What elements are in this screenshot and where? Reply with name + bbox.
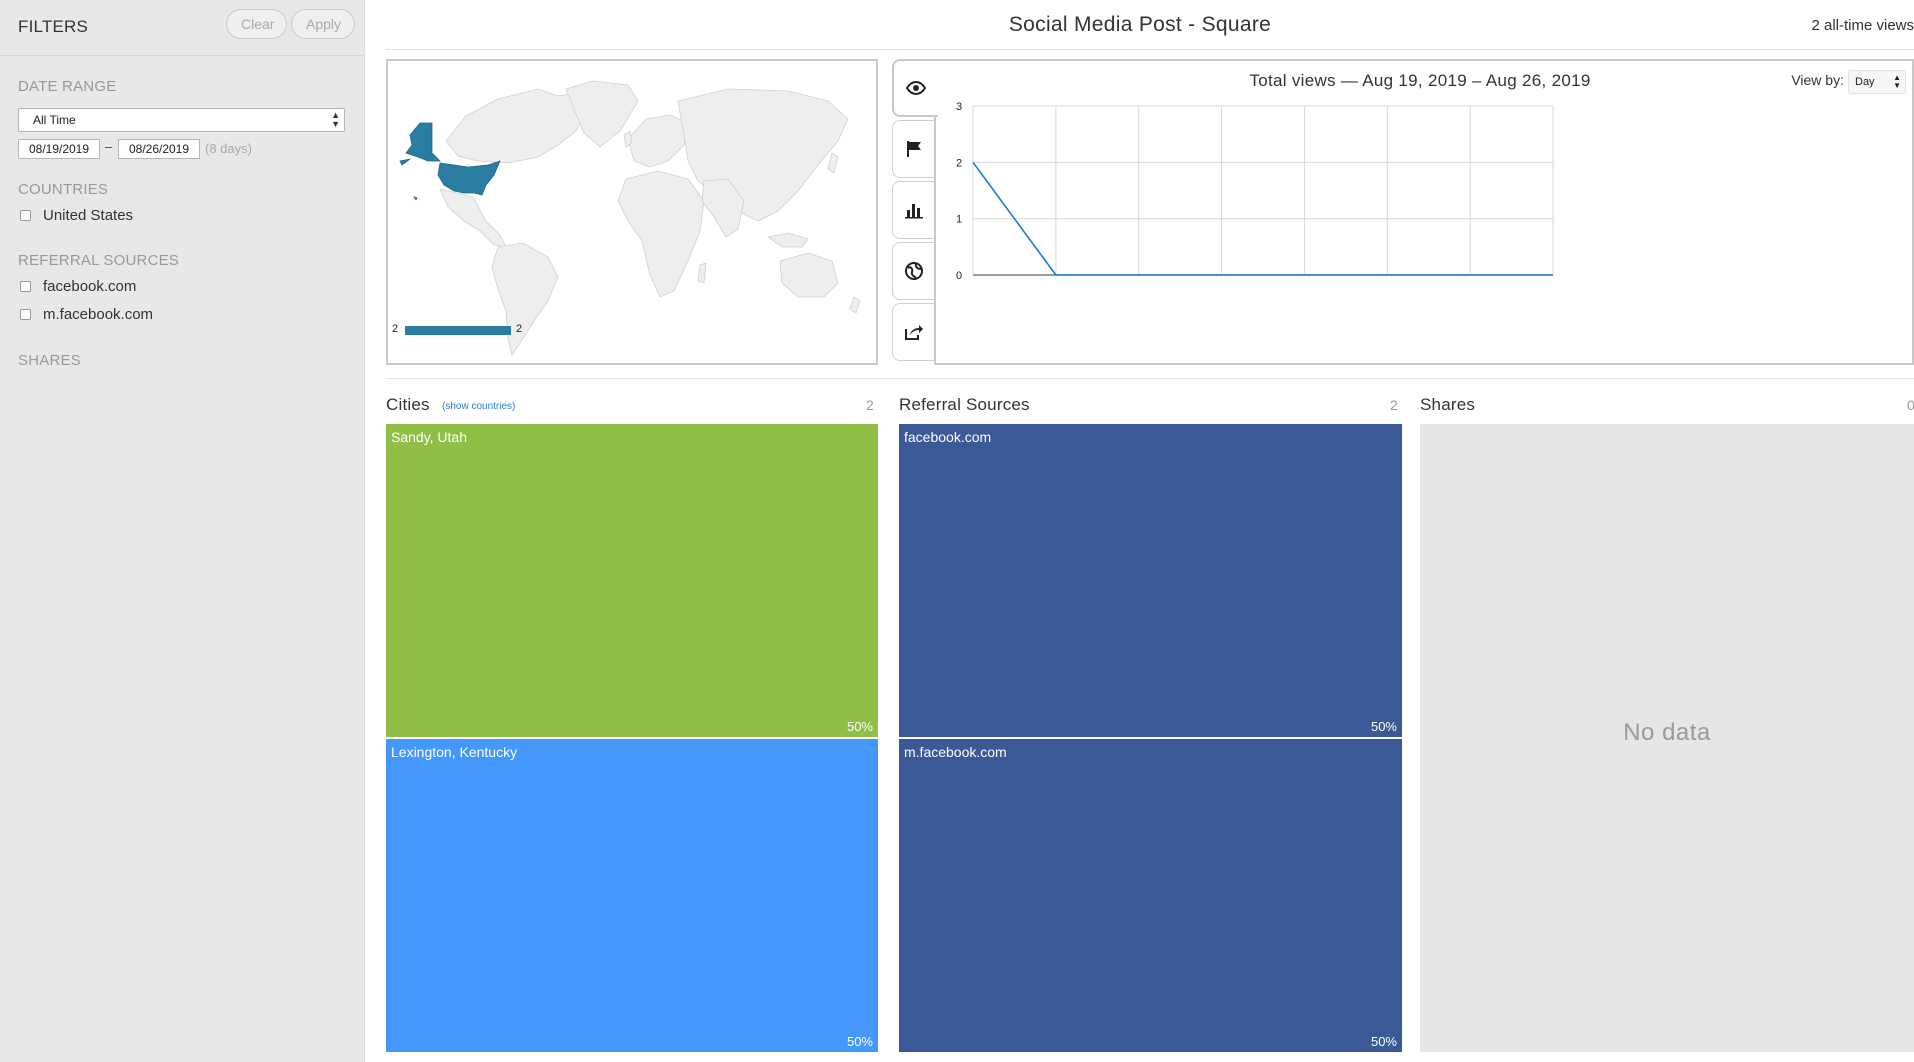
country-label: United States [43, 206, 134, 224]
map-country-south-america [491, 242, 559, 356]
city-tile-sandy-utah[interactable]: Sandy, Utah 50% [386, 424, 878, 737]
map-country-africa [617, 170, 705, 298]
map-country-uk [623, 130, 633, 148]
clear-button[interactable]: Clear [226, 9, 287, 39]
eye-icon [906, 81, 926, 95]
view-by-value: Day [1855, 76, 1875, 88]
tab-views[interactable] [892, 59, 938, 117]
map-country-australia [779, 252, 839, 298]
shares-empty-panel: No data [1420, 424, 1914, 1052]
y-tick-label: 1 [956, 214, 962, 226]
chart-tab-strip [892, 59, 938, 365]
bar-chart-icon [904, 204, 923, 219]
tile-label: Lexington, Kentucky [391, 744, 518, 760]
select-arrows-icon: ▲ ▼ [331, 110, 340, 129]
map-country-mexico [439, 188, 507, 248]
divider [386, 378, 1914, 379]
tile-percent: 50% [1370, 719, 1397, 734]
map-legend-max: 2 [516, 323, 523, 335]
tile-percent: 50% [1370, 1034, 1397, 1049]
map-country-india [701, 178, 745, 238]
tab-countries[interactable] [892, 120, 936, 178]
view-by-select[interactable]: Day ▲ ▼ [1848, 70, 1906, 94]
map-country-alaska-tail [399, 158, 411, 166]
map-country-greenland [565, 80, 639, 148]
no-data-message: No data [1623, 719, 1711, 746]
cities-title: Cities [386, 395, 430, 414]
filters-header: FILTERS Clear Apply [0, 0, 364, 56]
referral-tile-facebook[interactable]: facebook.com 50% [899, 424, 1402, 737]
referral-tile-m-facebook[interactable]: m.facebook.com 50% [899, 739, 1402, 1052]
date-separator: – [105, 139, 113, 154]
map-countries [439, 80, 861, 356]
tile-label: facebook.com [904, 429, 992, 445]
show-countries-link[interactable]: (show countries) [442, 401, 516, 412]
y-tick-label: 3 [956, 101, 962, 113]
shares-label: SHARES [18, 352, 81, 369]
filters-title: FILTERS [18, 17, 89, 36]
shares-title: Shares [1420, 395, 1476, 414]
tab-geography[interactable] [892, 242, 936, 300]
filters-sidebar: FILTERS Clear Apply DATE RANGE All Time … [0, 0, 365, 1062]
map-country-japan [827, 152, 839, 174]
tile-percent: 50% [846, 1034, 873, 1049]
flag-icon [906, 141, 921, 157]
globe-icon [904, 262, 923, 280]
view-by-label: View by: [1791, 72, 1844, 88]
date-days-count: (8 days) [205, 141, 252, 156]
country-filter-united-states[interactable]: United States [20, 206, 133, 224]
y-tick-label: 0 [956, 270, 962, 282]
map-country-canada [445, 88, 589, 164]
map-country-united-states [437, 160, 501, 196]
world-map-panel[interactable]: 2 2 [386, 59, 878, 365]
date-range-label: DATE RANGE [18, 78, 117, 95]
shares-count: 0 [1907, 397, 1914, 413]
referral-sources-count: 2 [1390, 397, 1398, 413]
referral-label: facebook.com [43, 277, 137, 295]
referral-sources-title: Referral Sources [899, 395, 1030, 414]
apply-button[interactable]: Apply [291, 9, 355, 39]
select-arrows-icon: ▲ ▼ [1893, 73, 1901, 90]
y-tick-label: 2 [956, 157, 962, 169]
world-map[interactable] [388, 61, 876, 363]
referral-filter-m-facebook[interactable]: m.facebook.com [20, 305, 153, 323]
cities-count: 2 [866, 397, 874, 413]
date-from-input[interactable]: 08/19/2019 [18, 139, 100, 159]
referral-label: m.facebook.com [43, 305, 154, 323]
divider [386, 49, 1914, 50]
main-content: Social Media Post - Square 2 all-time vi… [366, 0, 1914, 1062]
tab-referrals[interactable] [892, 181, 936, 239]
page-title: Social Media Post - Square [1008, 13, 1272, 36]
tile-percent: 50% [846, 719, 873, 734]
views-line-chart: 0 1 2 3 [956, 101, 1554, 282]
series-line [972, 161, 1553, 276]
map-legend-bar [405, 326, 511, 335]
date-to-input[interactable]: 08/26/2019 [118, 139, 200, 159]
map-country-hawaii [413, 196, 418, 201]
map-country-madagascar [697, 262, 707, 284]
country-checkbox[interactable] [20, 209, 31, 221]
tile-label: Sandy, Utah [391, 429, 468, 445]
referral-sources-label: REFERRAL SOURCES [18, 252, 180, 269]
map-country-europe [627, 114, 689, 168]
chart-title: Total views — Aug 19, 2019 – Aug 26, 201… [1249, 71, 1591, 90]
city-tile-lexington-kentucky[interactable]: Lexington, Kentucky 50% [386, 739, 878, 1052]
referral-filter-facebook[interactable]: facebook.com [20, 277, 136, 295]
views-chart-panel: Total views — Aug 19, 2019 – Aug 26, 201… [934, 59, 1914, 365]
map-country-alaska [405, 122, 441, 162]
map-highlighted-countries [399, 122, 501, 201]
countries-label: COUNTRIES [18, 181, 109, 198]
referral-checkbox[interactable] [20, 308, 31, 320]
referral-checkbox[interactable] [20, 280, 31, 292]
tile-label: m.facebook.com [904, 744, 1007, 760]
map-legend-min: 2 [392, 323, 399, 335]
share-icon [904, 325, 923, 340]
map-country-new-zealand [849, 296, 861, 314]
tab-shares[interactable] [892, 303, 936, 361]
date-range-select[interactable]: All Time ▲ ▼ [18, 108, 345, 132]
map-country-indonesia [767, 232, 809, 248]
all-time-views: 2 all-time views [1811, 17, 1914, 34]
date-range-value: All Time [33, 113, 76, 127]
